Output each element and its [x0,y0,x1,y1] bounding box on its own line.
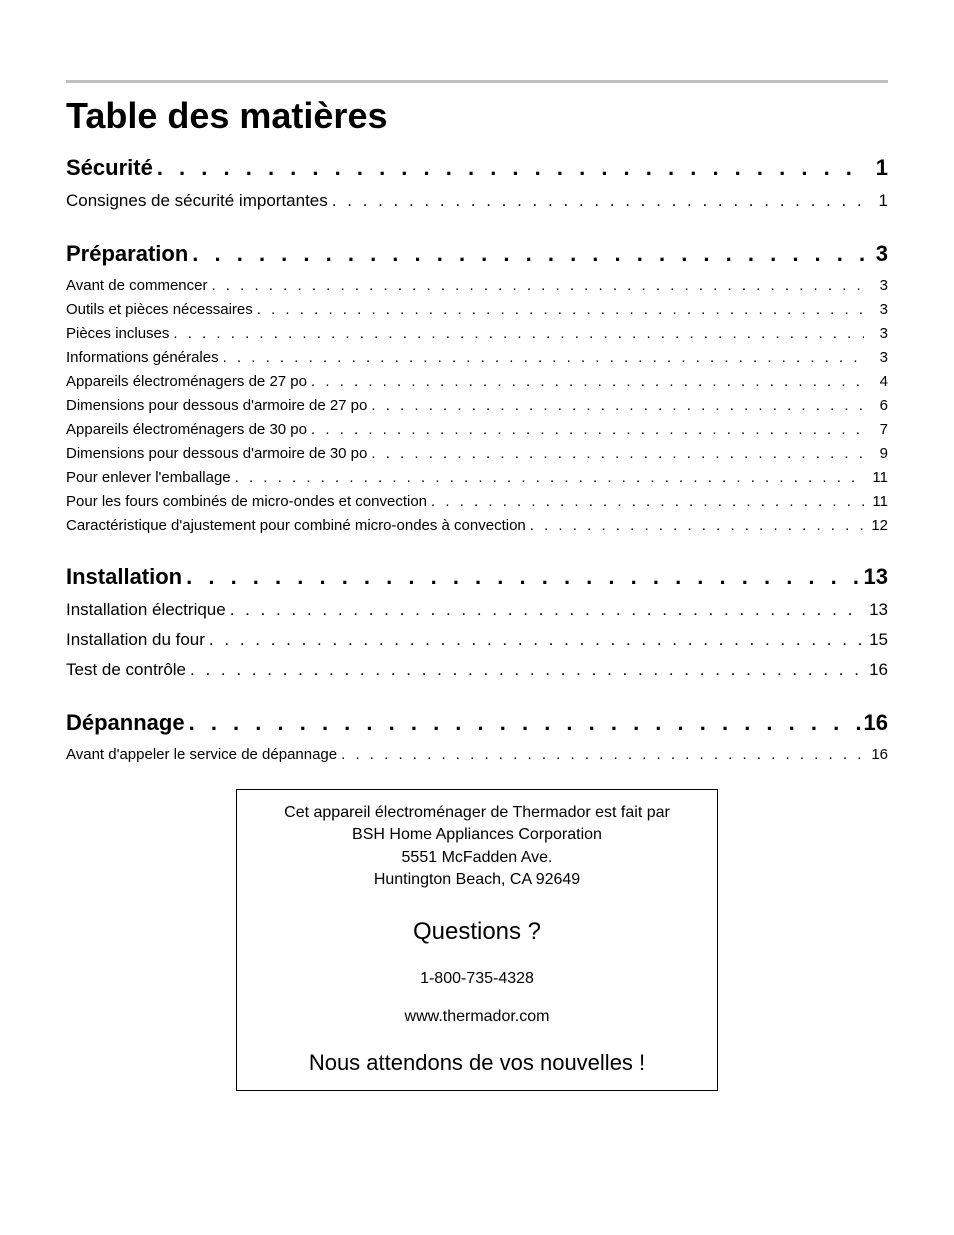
toc-sub-label: Test de contrôle [66,660,186,680]
toc-sub-page: 3 [864,301,888,318]
page-title: Table des matières [66,95,888,137]
info-line-1: Cet appareil électroménager de Thermador… [247,802,707,824]
toc-sub-label: Pour les fours combinés de micro-ondes e… [66,493,427,510]
toc-section-row: Installation. . . . . . . . . . . . . . … [66,564,888,590]
toc-sub-label: Installation électrique [66,600,226,620]
toc-dots: . . . . . . . . . . . . . . . . . . . . … [226,600,864,620]
toc-section-row: Préparation. . . . . . . . . . . . . . .… [66,241,888,267]
closing-line: Nous attendons de vos nouvelles ! [247,1050,707,1076]
toc-sub-label: Appareils électroménagers de 30 po [66,421,307,438]
toc-sub-row: Pour enlever l'emballage. . . . . . . . … [66,469,888,486]
toc-dots: . . . . . . . . . . . . . . . . . . . . … [367,397,864,414]
toc-sub-page: 11 [864,493,888,510]
toc-sub-label: Avant de commencer [66,277,207,294]
toc-sub-label: Outils et pièces nécessaires [66,301,253,318]
toc-section-row: Dépannage. . . . . . . . . . . . . . . .… [66,710,888,736]
toc-sub-row: Appareils électroménagers de 27 po. . . … [66,373,888,390]
toc-sub-page: 4 [864,373,888,390]
toc-sub-row: Consignes de sécurité importantes. . . .… [66,191,888,211]
toc-sub-label: Pour enlever l'emballage [66,469,231,486]
document-page: Table des matières Sécurité. . . . . . .… [0,0,954,1235]
toc-sub-label: Dimensions pour dessous d'armoire de 27 … [66,397,367,414]
toc-sub-page: 15 [864,630,888,650]
toc-sub-row: Test de contrôle. . . . . . . . . . . . … [66,660,888,680]
toc-section-row: Sécurité. . . . . . . . . . . . . . . . … [66,155,888,181]
toc-dots: . . . . . . . . . . . . . . . . . . . . … [219,349,864,366]
toc-sub-row: Avant de commencer. . . . . . . . . . . … [66,277,888,294]
toc-dots: . . . . . . . . . . . . . . . . . . . . … [186,660,864,680]
toc-sub-page: 13 [864,600,888,620]
info-website: www.thermador.com [247,1006,707,1028]
toc-dots: . . . . . . . . . . . . . . . . . . . . … [207,277,864,294]
toc-section-page: 1 [864,155,888,181]
toc-sub-row: Caractéristique d'ajustement pour combin… [66,517,888,534]
info-line-4: Huntington Beach, CA 92649 [247,869,707,891]
questions-heading: Questions ? [247,918,707,946]
toc-sub-row: Dimensions pour dessous d'armoire de 27 … [66,397,888,414]
toc-sub-row: Pièces incluses. . . . . . . . . . . . .… [66,325,888,342]
toc-sub-page: 12 [864,517,888,534]
toc-dots: . . . . . . . . . . . . . . . . . . . . … [205,630,864,650]
toc-sub-label: Caractéristique d'ajustement pour combin… [66,517,526,534]
info-line-3: 5551 McFadden Ave. [247,847,707,869]
toc-section-page: 3 [864,241,888,267]
toc-dots: . . . . . . . . . . . . . . . . . . . . … [427,493,864,510]
toc-sub-page: 1 [864,191,888,211]
toc-sub-label: Avant d'appeler le service de dépannage [66,746,337,763]
toc-sub-row: Dimensions pour dessous d'armoire de 30 … [66,445,888,462]
toc-sub-page: 3 [864,349,888,366]
toc-dots: . . . . . . . . . . . . . . . . . . . . … [307,373,864,390]
toc-sub-label: Appareils électroménagers de 27 po [66,373,307,390]
toc-dots: . . . . . . . . . . . . . . . . . . . . … [185,710,864,736]
toc-dots: . . . . . . . . . . . . . . . . . . . . … [153,155,864,181]
horizontal-rule [66,80,888,83]
toc-sub-label: Pièces incluses [66,325,169,342]
toc-section-label: Installation [66,564,182,590]
toc-sub-row: Outils et pièces nécessaires. . . . . . … [66,301,888,318]
toc-sub-page: 6 [864,397,888,414]
toc-dots: . . . . . . . . . . . . . . . . . . . . … [182,564,863,590]
toc-section-label: Dépannage [66,710,185,736]
toc-dots: . . . . . . . . . . . . . . . . . . . . … [169,325,864,342]
toc-dots: . . . . . . . . . . . . . . . . . . . . … [526,517,864,534]
toc-sub-page: 3 [864,277,888,294]
toc-sub-row: Pour les fours combinés de micro-ondes e… [66,493,888,510]
info-box: Cet appareil électroménager de Thermador… [236,789,718,1091]
toc-sub-label: Dimensions pour dessous d'armoire de 30 … [66,445,367,462]
toc-sub-page: 16 [864,660,888,680]
toc-section-label: Sécurité [66,155,153,181]
toc-sub-page: 16 [864,746,888,763]
toc-sub-row: Informations générales. . . . . . . . . … [66,349,888,366]
toc-sub-page: 11 [864,469,888,486]
toc-section-page: 13 [864,564,888,590]
toc-sub-page: 9 [864,445,888,462]
toc-sub-label: Consignes de sécurité importantes [66,191,328,211]
toc-dots: . . . . . . . . . . . . . . . . . . . . … [337,746,864,763]
toc-dots: . . . . . . . . . . . . . . . . . . . . … [253,301,864,318]
toc-dots: . . . . . . . . . . . . . . . . . . . . … [231,469,864,486]
toc-sub-page: 3 [864,325,888,342]
toc-dots: . . . . . . . . . . . . . . . . . . . . … [188,241,864,267]
table-of-contents: Sécurité. . . . . . . . . . . . . . . . … [66,155,888,763]
toc-sub-row: Appareils électroménagers de 30 po. . . … [66,421,888,438]
toc-section-page: 16 [864,710,888,736]
toc-dots: . . . . . . . . . . . . . . . . . . . . … [307,421,864,438]
toc-section-label: Préparation [66,241,188,267]
toc-sub-row: Installation électrique. . . . . . . . .… [66,600,888,620]
toc-dots: . . . . . . . . . . . . . . . . . . . . … [367,445,864,462]
toc-sub-page: 7 [864,421,888,438]
toc-dots: . . . . . . . . . . . . . . . . . . . . … [328,191,864,211]
toc-sub-label: Informations générales [66,349,219,366]
toc-sub-label: Installation du four [66,630,205,650]
toc-sub-row: Avant d'appeler le service de dépannage.… [66,746,888,763]
toc-sub-row: Installation du four. . . . . . . . . . … [66,630,888,650]
info-phone: 1-800-735-4328 [247,968,707,990]
info-line-2: BSH Home Appliances Corporation [247,824,707,846]
